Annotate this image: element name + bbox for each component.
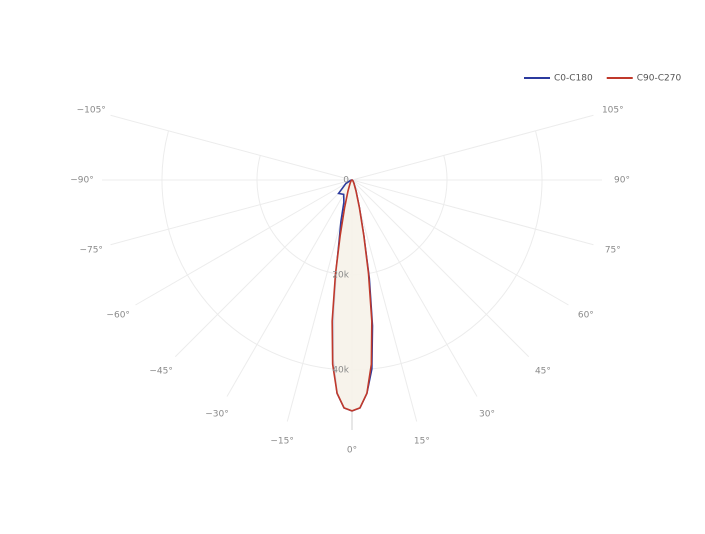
grid-spoke [110,179,353,246]
angle-tick-label: −90° [70,176,94,186]
angle-tick-label: −15° [270,436,294,446]
angle-tick-label: −45° [149,366,173,376]
grid-spoke [226,179,353,397]
legend: C0-C180 C90-C270 [524,74,681,84]
radial-tick-label: 40k [332,366,349,376]
angle-tick-label: 15° [414,436,430,446]
angle-tick-label: −105° [77,106,106,116]
legend-label: C0-C180 [554,74,593,84]
grid-spoke [351,179,569,306]
angle-tick-label: 0° [347,446,357,456]
series-fill [332,180,372,411]
grid-spoke [135,179,353,306]
grid-spoke [351,179,478,397]
angle-tick-label: 75° [605,245,621,255]
angle-tick-label: 90° [614,176,630,186]
grid-spoke [351,179,418,422]
angle-tick-label: −30° [205,409,229,419]
angle-tick-label: 30° [479,409,495,419]
angle-tick-label: 45° [535,366,551,376]
radial-tick-label: 0 [343,176,349,186]
series-line [331,179,373,412]
grid-spoke [174,179,353,358]
angle-tick-label: 105° [602,106,624,116]
angle-tick-label: −75° [79,245,103,255]
legend-label: C90-C270 [637,74,682,84]
grid-spoke [351,179,594,246]
grid-spoke [351,114,594,181]
angle-tick-label: −60° [106,311,130,321]
grid-spoke [110,114,353,181]
angle-tick-label: 60° [578,311,594,321]
grid-spoke [351,179,530,358]
radial-tick-label: 20k [332,271,349,281]
